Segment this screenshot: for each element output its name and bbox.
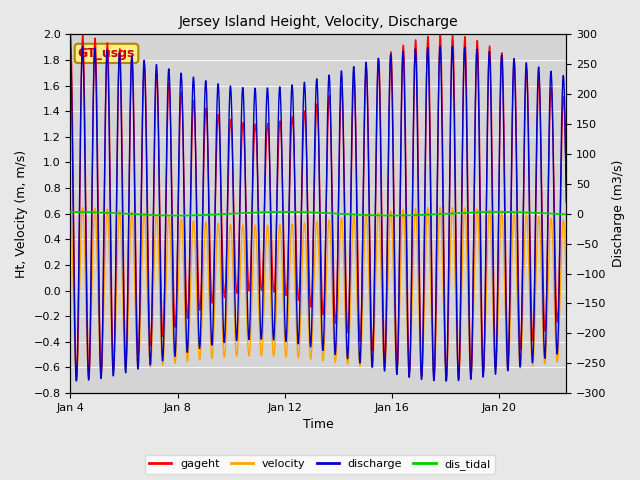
discharge (436, 44, 444, 49)
velocity (553, 358, 561, 363)
Text: GT_usgs: GT_usgs (78, 47, 135, 60)
velocity (278, 259, 286, 264)
velocity (257, 348, 264, 353)
dis_tidal (388, 213, 396, 218)
discharge (257, 328, 264, 334)
discharge (563, 199, 570, 205)
Line: velocity: velocity (70, 207, 566, 374)
discharge (278, 160, 286, 166)
gageht (442, 377, 450, 383)
gageht (553, 312, 561, 317)
Title: Jersey Island Height, Velocity, Discharge: Jersey Island Height, Velocity, Discharg… (179, 15, 458, 29)
velocity (436, 204, 444, 210)
dis_tidal (123, 211, 131, 217)
discharge (500, 110, 508, 116)
Legend: gageht, velocity, discharge, dis_tidal: gageht, velocity, discharge, dis_tidal (145, 455, 495, 474)
Line: gageht: gageht (70, 35, 566, 380)
dis_tidal (553, 211, 561, 217)
velocity (152, 213, 160, 218)
discharge (67, 45, 74, 50)
Line: dis_tidal: dis_tidal (70, 212, 566, 216)
X-axis label: Time: Time (303, 419, 333, 432)
gageht (152, 72, 160, 78)
discharge (123, 336, 131, 342)
Y-axis label: Discharge (m3/s): Discharge (m3/s) (612, 160, 625, 267)
gageht (257, 278, 264, 284)
dis_tidal (278, 209, 286, 215)
velocity (500, 235, 508, 240)
gageht (278, 160, 286, 166)
velocity (563, 279, 570, 285)
discharge (442, 378, 450, 384)
dis_tidal (499, 209, 507, 215)
gageht (563, 182, 570, 188)
discharge (553, 349, 561, 355)
dis_tidal (67, 209, 74, 215)
discharge (152, 62, 160, 68)
gageht (123, 336, 131, 342)
Line: discharge: discharge (70, 47, 566, 381)
velocity (123, 352, 131, 358)
dis_tidal (152, 212, 160, 218)
dis_tidal (257, 209, 264, 215)
dis_tidal (563, 212, 570, 217)
velocity (442, 371, 450, 377)
velocity (67, 204, 74, 210)
gageht (499, 85, 507, 91)
gageht (67, 32, 74, 37)
Y-axis label: Ht, Velocity (m, m/s): Ht, Velocity (m, m/s) (15, 150, 28, 278)
